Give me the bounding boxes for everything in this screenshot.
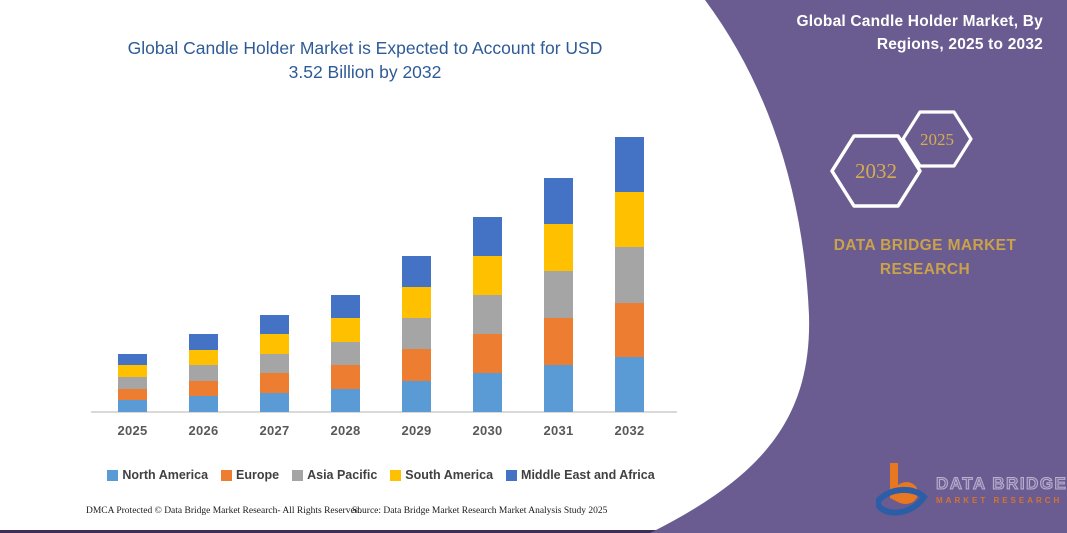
bar-segment-2028-north-america (331, 388, 360, 412)
bar-segment-2026-europe (189, 380, 218, 397)
bar-segment-2027-middle-east-and-africa (260, 314, 289, 334)
panel-title-line2: Regions, 2025 to 2032 (876, 36, 1043, 54)
bar-segment-2031-asia-pacific (544, 271, 573, 319)
bar-segment-2031-south-america (544, 224, 573, 272)
bar-segment-2031-europe (544, 318, 573, 366)
bar-segment-2028-europe (331, 365, 360, 389)
legend-item-north-america: North America (107, 468, 208, 482)
legend-swatch (221, 469, 233, 481)
x-axis-line (91, 411, 677, 413)
bar-segment-2025-south-america (118, 365, 147, 377)
legend-item-asia-pacific: Asia Pacific (292, 468, 377, 482)
x-axis-label-2031: 2031 (543, 423, 574, 438)
bar-2029 (402, 255, 431, 412)
bar-segment-2032-asia-pacific (615, 247, 644, 303)
x-axis-label-2027: 2027 (259, 423, 290, 438)
hexagon-year-2032: 2032 (855, 159, 897, 183)
bar-segment-2025-asia-pacific (118, 376, 147, 389)
legend-label: South America (405, 468, 494, 482)
bar-2031 (544, 177, 573, 412)
bar-segment-2026-middle-east-and-africa (189, 334, 218, 350)
legend-swatch (506, 469, 518, 481)
hexagon-badges: 2032 2025 (830, 110, 973, 208)
legend-swatch (390, 469, 402, 481)
bar-segment-2029-europe (402, 349, 431, 381)
bar-segment-2030-middle-east-and-africa (473, 216, 502, 256)
bar-2030 (473, 216, 502, 412)
legend-swatch (292, 469, 304, 481)
bar-2026 (189, 334, 218, 412)
brand-text-line1: DATA BRIDGE MARKET (833, 237, 1017, 254)
legend-label: Asia Pacific (307, 468, 378, 482)
logo-wordmark: DATA BRIDGE (935, 473, 1067, 493)
bar-segment-2025-europe (118, 388, 147, 401)
bar-2032 (615, 136, 644, 412)
chart-title-line2: 3.52 Billion by 2032 (288, 62, 442, 83)
bottom-rule (0, 530, 1067, 533)
bar-segment-2030-europe (473, 333, 502, 373)
legend-swatch (107, 469, 119, 481)
bar-segment-2032-europe (615, 302, 644, 358)
bar-2025 (118, 353, 147, 412)
footer-dmca-text: DMCA Protected © Data Bridge Market Rese… (86, 506, 362, 516)
hexagon-year-2025: 2025 (920, 130, 954, 149)
chart-title: Global Candle Holder Market is Expected … (85, 36, 645, 84)
logo-subtitle: MARKET RESEARCH (936, 495, 1063, 505)
bar-segment-2028-asia-pacific (331, 341, 360, 366)
bar-segment-2025-north-america (118, 400, 147, 412)
bar-segment-2027-europe (260, 373, 289, 393)
bar-segment-2030-north-america (473, 372, 502, 412)
bar-segment-2028-middle-east-and-africa (331, 295, 360, 319)
bar-segment-2026-south-america (189, 349, 218, 366)
legend-item-europe: Europe (221, 468, 279, 482)
bar-2028 (331, 295, 360, 412)
footer-source-text: Source: Data Bridge Market Research Mark… (352, 506, 608, 516)
legend-label: Europe (236, 468, 280, 482)
bar-2027 (260, 314, 289, 412)
bar-segment-2029-north-america (402, 380, 431, 412)
bar-segment-2029-asia-pacific (402, 318, 431, 350)
x-axis-label-2030: 2030 (472, 423, 503, 438)
bar-segment-2029-south-america (402, 286, 431, 319)
brand-text: DATA BRIDGE MARKET RESEARCH (790, 234, 1060, 282)
brand-text-line2: RESEARCH (879, 261, 971, 279)
dbmr-logo-mark (876, 463, 928, 516)
bar-segment-2028-south-america (331, 318, 360, 342)
bar-segment-2030-south-america (473, 255, 502, 295)
bar-segment-2027-south-america (260, 334, 289, 354)
chart-title-line1: Global Candle Holder Market is Expected … (127, 38, 603, 58)
bar-segment-2032-south-america (615, 192, 644, 248)
bar-segment-2027-asia-pacific (260, 353, 289, 373)
x-axis-label-2032: 2032 (614, 423, 645, 438)
bar-segment-2032-north-america (615, 357, 644, 412)
x-axis-label-2026: 2026 (188, 423, 219, 438)
bar-segment-2031-middle-east-and-africa (544, 177, 573, 225)
bar-segment-2029-middle-east-and-africa (402, 255, 431, 287)
bar-segment-2026-asia-pacific (189, 365, 218, 381)
legend-label: Middle East and Africa (521, 468, 655, 482)
legend-item-middle-east-and-africa: Middle East and Africa (506, 468, 655, 482)
x-axis-label-2028: 2028 (330, 423, 361, 438)
bar-segment-2031-north-america (544, 365, 573, 412)
panel-title-line1: Global Candle Holder Market, By (796, 13, 1043, 30)
bar-segment-2025-middle-east-and-africa (118, 353, 147, 366)
panel-title: Global Candle Holder Market, By Regions,… (743, 10, 1043, 57)
hexagon-badge-2025: 2025 (901, 110, 973, 168)
legend-item-south-america: South America (390, 468, 493, 482)
x-axis-label-2029: 2029 (401, 423, 432, 438)
bar-segment-2032-middle-east-and-africa (615, 136, 644, 193)
legend: North America Europe Asia Pacific South Ame… (85, 468, 677, 482)
x-axis-label-2025: 2025 (117, 423, 148, 438)
legend-label: North America (122, 468, 209, 482)
bar-segment-2026-north-america (189, 396, 218, 412)
dbmr-logo: DATA BRIDGE MARKET RESEARCH (876, 458, 1066, 520)
hexagon-badge-2032: 2032 (830, 134, 922, 208)
plot-area: 2025 2026 2027 2028 2029 2030 2031 2032 (85, 120, 677, 438)
bar-segment-2030-asia-pacific (473, 294, 502, 334)
bar-segment-2027-north-america (260, 392, 289, 412)
